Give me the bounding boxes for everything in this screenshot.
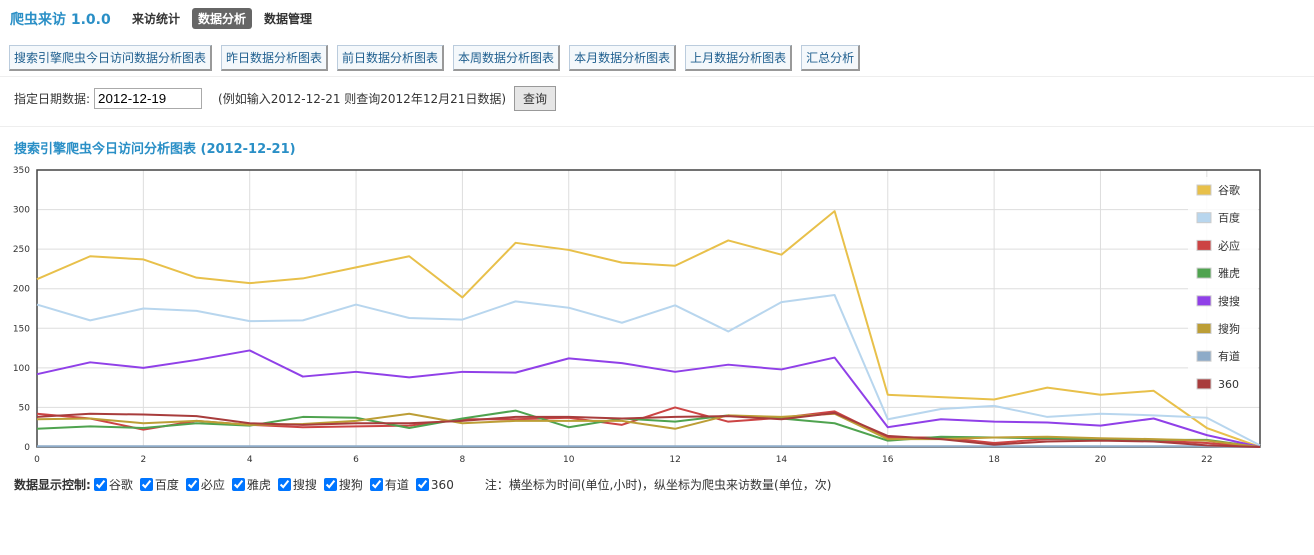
- legend-swatch: [1196, 323, 1212, 334]
- series-toggle[interactable]: 有道: [369, 476, 409, 493]
- toggle-label: 必应: [200, 478, 225, 492]
- series-line: [36, 349, 1261, 448]
- series-toggle[interactable]: 必应: [185, 476, 225, 493]
- nav-item[interactable]: 来访统计: [132, 12, 181, 26]
- x-tick-label: 22: [1201, 455, 1212, 465]
- toolbar-button[interactable]: 前日数据分析图表: [337, 45, 445, 71]
- series-toggle[interactable]: 谷歌: [93, 476, 133, 493]
- y-tick-label: 350: [13, 166, 30, 176]
- legend-swatch: [1196, 212, 1212, 224]
- note: 注：横坐标为时间(单位,小时)，纵坐标为爬虫来访数量(单位，次): [484, 478, 832, 492]
- query-button[interactable]: 查询: [514, 86, 557, 111]
- legend-label: 雅虎: [1218, 266, 1240, 280]
- x-tick-label: 12: [669, 455, 680, 465]
- y-tick-label: 300: [13, 206, 30, 216]
- y-tick-label: 250: [13, 245, 30, 255]
- legend-label: 百度: [1218, 211, 1240, 225]
- checkbox[interactable]: [415, 478, 429, 491]
- date-input[interactable]: [94, 88, 203, 109]
- chart-title: 搜索引擎爬虫今日访问分析图表 (2012-12-21): [14, 142, 296, 157]
- legend-label: 必应: [1218, 238, 1240, 252]
- legend-swatch: [1196, 239, 1212, 251]
- series-toggle[interactable]: 雅虎: [231, 476, 271, 493]
- toolbar-button[interactable]: 搜索引擎爬虫今日访问数据分析图表: [9, 45, 213, 71]
- legend-label: 谷歌: [1218, 183, 1240, 197]
- legend-label: 搜狗: [1218, 322, 1240, 336]
- x-tick-label: 4: [247, 455, 253, 465]
- toolbar: 搜索引擎爬虫今日访问数据分析图表 昨日数据分析图表 前日数据分析图表 本周数据分析图表…: [9, 45, 861, 71]
- toggle-label: 搜搜: [292, 478, 317, 492]
- x-tick-label: 18: [988, 455, 1000, 465]
- toggle-label: 雅虎: [246, 478, 271, 492]
- legend-swatch: [1196, 295, 1212, 307]
- toolbar-button[interactable]: 汇总分析: [801, 45, 861, 71]
- x-tick-label: 14: [776, 455, 788, 465]
- checkbox[interactable]: [93, 478, 107, 491]
- checkbox[interactable]: [231, 478, 245, 491]
- series-line: [36, 294, 1261, 447]
- x-tick-label: 16: [882, 455, 894, 465]
- toggle-label: 有道: [384, 478, 409, 492]
- checkbox[interactable]: [369, 478, 383, 491]
- series-toggle[interactable]: 搜狗: [323, 476, 363, 493]
- checkbox[interactable]: [277, 478, 291, 491]
- series-line: [36, 412, 1261, 448]
- x-tick-label: 20: [1095, 455, 1107, 465]
- controls: 数据显示控制: 谷歌 百度 必应 雅虎 搜搜 搜狗 有道 360 注：横坐标为时间(单位,小时)…: [14, 476, 831, 493]
- toggle-label: 360: [430, 477, 454, 492]
- toolbar-button[interactable]: 昨日数据分析图表: [221, 45, 329, 71]
- legend-swatch: [1196, 350, 1212, 362]
- separator: [0, 126, 1314, 127]
- legend-label: 360: [1218, 378, 1239, 391]
- x-tick-label: 10: [563, 455, 575, 465]
- checkbox[interactable]: [139, 478, 153, 491]
- checkbox[interactable]: [323, 478, 337, 491]
- logo[interactable]: 爬虫来访 1.0.0: [10, 12, 111, 28]
- controls-label: 数据显示控制:: [14, 478, 91, 492]
- series-toggle[interactable]: 360: [415, 477, 454, 492]
- x-tick-label: 6: [353, 455, 359, 465]
- query-label: 指定日期数据:: [14, 92, 91, 106]
- nav-item[interactable]: 数据管理: [264, 12, 313, 26]
- y-tick-label: 150: [13, 324, 30, 334]
- toolbar-button[interactable]: 本周数据分析图表: [453, 45, 561, 71]
- legend-swatch: [1196, 378, 1212, 390]
- y-tick-label: 50: [19, 403, 31, 413]
- x-tick-label: 8: [460, 455, 466, 465]
- x-tick-label: 2: [140, 455, 146, 465]
- plot-area: [37, 170, 1260, 447]
- toggle-label: 谷歌: [108, 478, 133, 492]
- nav-item[interactable]: 数据分析: [192, 8, 253, 29]
- y-tick-label: 200: [13, 285, 30, 295]
- y-tick-label: 100: [13, 364, 30, 374]
- x-tick-label: 0: [34, 455, 40, 465]
- query-hint: (例如输入2012-12-21 则查询2012年12月21日数据): [218, 92, 507, 106]
- series-line: [36, 409, 1261, 448]
- series-toggle[interactable]: 百度: [139, 476, 179, 493]
- query-row: 指定日期数据: (例如输入2012-12-21 则查询2012年12月21日数据…: [14, 86, 557, 111]
- series-toggle[interactable]: 搜搜: [277, 476, 317, 493]
- legend-label: 搜搜: [1218, 294, 1240, 308]
- toolbar-button[interactable]: 上月数据分析图表: [685, 45, 793, 71]
- y-tick-label: 0: [24, 443, 30, 453]
- toggle-label: 搜狗: [338, 478, 363, 492]
- nav: 来访统计 数据分析 数据管理: [126, 8, 318, 29]
- legend-swatch: [1196, 267, 1212, 279]
- chart: 0 50 100 150 200 250 300 350 0 2 4 6 8 10 12 14 16 18 20 22…: [13, 166, 1261, 465]
- checkbox[interactable]: [185, 478, 199, 491]
- series-line: [37, 445, 1261, 448]
- legend-label: 有道: [1218, 349, 1240, 363]
- series-line: [36, 210, 1261, 448]
- toolbar-button[interactable]: 本月数据分析图表: [569, 45, 677, 71]
- toggle-label: 百度: [154, 478, 179, 492]
- separator: [0, 76, 1314, 77]
- series-line: [36, 411, 1261, 448]
- legend-swatch: [1196, 184, 1212, 196]
